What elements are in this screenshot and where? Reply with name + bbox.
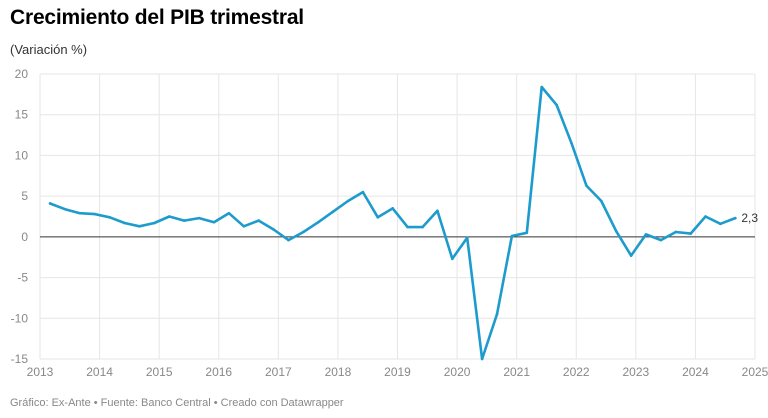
chart-subtitle: (Variación %) xyxy=(10,42,88,57)
data-point-22 xyxy=(376,216,380,219)
data-point-26 xyxy=(436,209,439,213)
data-point-31 xyxy=(510,234,514,238)
data-point-45 xyxy=(719,222,722,226)
data-point-46 xyxy=(734,216,737,220)
data-point-24 xyxy=(406,225,409,229)
data-point-16 xyxy=(287,238,290,242)
data-point-12 xyxy=(227,211,231,215)
data-point-27 xyxy=(451,257,454,261)
data-point-17 xyxy=(302,230,305,234)
x-tick-label: 2013 xyxy=(27,365,54,379)
y-tick-label: 0 xyxy=(21,230,28,244)
data-point-15 xyxy=(272,228,275,231)
data-point-42 xyxy=(674,230,678,234)
x-axis-tick-labels: 2013 2014 2015 2016 2017 2018 2019 2020 2021 2022… xyxy=(27,365,768,379)
end-value-label: 2,3 xyxy=(741,211,758,225)
data-point-18 xyxy=(316,220,320,224)
x-tick-label: 2024 xyxy=(682,365,709,379)
data-point-37 xyxy=(599,199,603,203)
y-tick-label: -15 xyxy=(11,352,29,366)
data-point-8 xyxy=(167,215,171,218)
data-point-32 xyxy=(525,231,529,235)
data-point-41 xyxy=(659,238,663,242)
data-point-21 xyxy=(361,190,365,194)
y-tick-label: -5 xyxy=(17,271,28,285)
y-tick-label: 15 xyxy=(15,108,29,122)
data-point-10 xyxy=(197,216,201,220)
x-tick-label: 2018 xyxy=(325,365,352,379)
x-tick-label: 2014 xyxy=(86,365,113,379)
data-point-43 xyxy=(689,232,692,235)
vertical-gridlines xyxy=(39,74,756,359)
y-axis-tick-labels: 20 15 10 5 0 -5 -10 -15 xyxy=(11,67,29,366)
x-tick-label: 2021 xyxy=(503,365,530,379)
data-point-30 xyxy=(495,312,499,316)
data-point-0 xyxy=(48,202,52,205)
data-point-28 xyxy=(465,236,469,239)
data-point-13 xyxy=(242,224,246,228)
x-tick-label: 2017 xyxy=(265,365,292,379)
data-point-35 xyxy=(570,141,573,145)
data-point-39 xyxy=(629,254,633,257)
data-point-5 xyxy=(123,221,126,225)
x-tick-label: 2020 xyxy=(444,365,471,379)
data-point-2 xyxy=(78,211,82,215)
data-point-3 xyxy=(93,212,97,216)
data-point-9 xyxy=(182,219,186,222)
x-tick-label: 2015 xyxy=(146,365,173,379)
x-tick-label: 2025 xyxy=(742,365,768,379)
x-tick-label: 2019 xyxy=(384,365,411,379)
data-point-11 xyxy=(212,220,216,224)
data-point-25 xyxy=(421,225,424,229)
x-tick-label: 2022 xyxy=(563,365,590,379)
data-point-29 xyxy=(480,357,484,361)
data-point-7 xyxy=(153,221,156,225)
data-point-40 xyxy=(644,233,648,236)
data-point-20 xyxy=(346,199,350,203)
data-point-34 xyxy=(555,103,558,107)
data-point-6 xyxy=(138,224,141,228)
data-point-44 xyxy=(704,215,707,218)
data-point-36 xyxy=(585,184,588,187)
y-tick-label: 10 xyxy=(15,148,29,162)
x-tick-label: 2023 xyxy=(622,365,649,379)
chart-title: Crecimiento del PIB trimestral xyxy=(10,6,304,29)
chart-footer: Gráfico: Ex-Ante • Fuente: Banco Central… xyxy=(10,397,344,409)
data-point-19 xyxy=(331,210,335,213)
data-point-14 xyxy=(257,219,260,222)
y-tick-label: 5 xyxy=(21,189,28,203)
data-point-33 xyxy=(540,85,543,89)
y-tick-label: 20 xyxy=(15,67,29,81)
data-point-38 xyxy=(614,229,618,233)
data-point-4 xyxy=(108,216,112,219)
x-tick-label: 2016 xyxy=(205,365,232,379)
y-tick-label: -10 xyxy=(11,311,29,325)
data-point-1 xyxy=(63,207,67,211)
data-points xyxy=(48,85,737,361)
data-point-23 xyxy=(391,207,395,210)
